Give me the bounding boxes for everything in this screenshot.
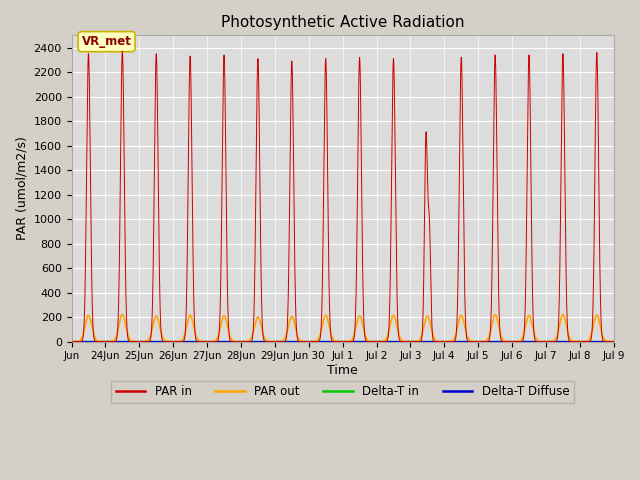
- Y-axis label: PAR (umol/m2/s): PAR (umol/m2/s): [15, 136, 28, 240]
- X-axis label: Time: Time: [327, 364, 358, 377]
- Legend: PAR in, PAR out, Delta-T in, Delta-T Diffuse: PAR in, PAR out, Delta-T in, Delta-T Dif…: [111, 381, 574, 403]
- Text: VR_met: VR_met: [82, 35, 132, 48]
- Title: Photosynthetic Active Radiation: Photosynthetic Active Radiation: [221, 15, 465, 30]
